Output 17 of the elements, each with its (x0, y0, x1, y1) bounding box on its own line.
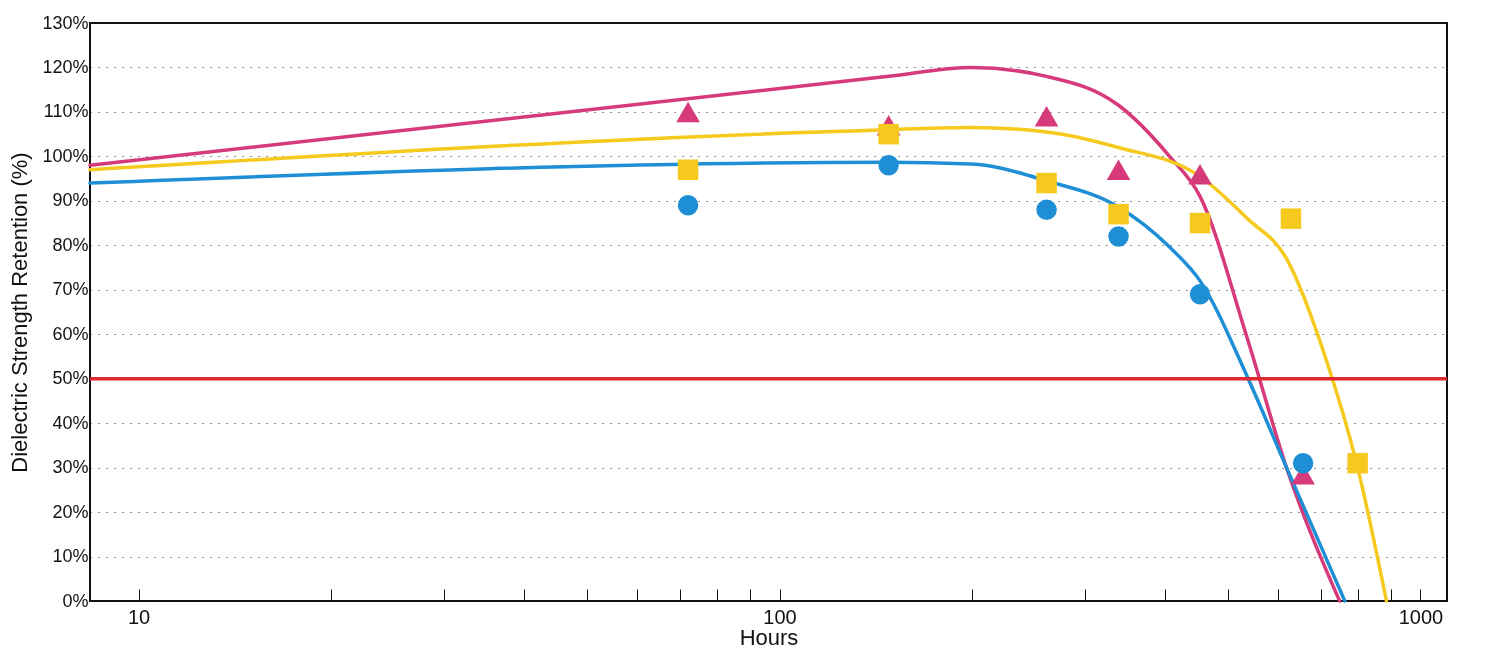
y-tick-label: 20% (52, 501, 89, 522)
x-tick-label: 1000 (1398, 605, 1444, 628)
y-tick-label: 10% (52, 546, 89, 567)
y-tick-label: 90% (52, 190, 89, 211)
y-tick-label: 50% (52, 368, 89, 389)
y-tick-label: 40% (52, 412, 89, 433)
x-tick-label: 10 (127, 605, 151, 628)
y-tick-label: 70% (52, 279, 89, 300)
y-axis-title: Dielectric Strength Retention (%) (7, 152, 33, 473)
y-tick-label: 120% (42, 56, 89, 77)
y-tick-label: 80% (52, 234, 89, 255)
y-tick-label: 60% (52, 323, 89, 344)
y-tick-label: 30% (52, 457, 89, 478)
y-tick-label: 0% (62, 590, 89, 611)
y-tick-label: 100% (42, 145, 89, 166)
y-tick-label: 130% (42, 12, 89, 33)
y-tick-label: 110% (43, 101, 89, 122)
